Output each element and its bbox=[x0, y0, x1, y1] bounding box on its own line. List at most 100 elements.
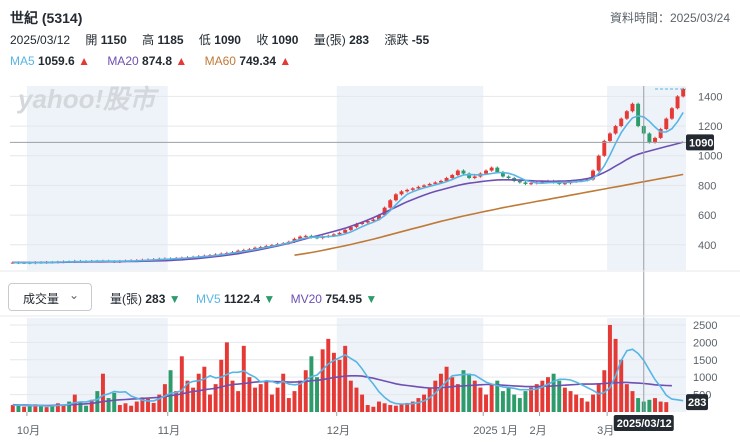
ma5-value: 1059.6 bbox=[38, 54, 75, 68]
volume-bar bbox=[174, 391, 179, 412]
volume-bar bbox=[95, 391, 100, 412]
price-tick-label: 800 bbox=[698, 180, 716, 192]
volume-bar bbox=[224, 342, 229, 412]
stock-title: 世紀 (5314) bbox=[10, 10, 83, 26]
volume-bar bbox=[489, 384, 494, 412]
close-value: 1090 bbox=[271, 33, 299, 47]
mv5-down-arrow-icon: ▼ bbox=[263, 292, 276, 306]
ma5-legend: MA5 1059.6 ▲ bbox=[10, 54, 90, 68]
volume-bar bbox=[286, 398, 291, 412]
volume-bar bbox=[388, 405, 393, 412]
candle-body bbox=[438, 180, 443, 183]
volume-bar bbox=[44, 407, 49, 412]
candle-body bbox=[653, 137, 657, 143]
volume-bar bbox=[281, 373, 286, 412]
volume-bar bbox=[399, 404, 404, 412]
volume-tick-label: 2000 bbox=[693, 337, 717, 349]
candle-body bbox=[636, 103, 641, 127]
volume-tick-label: 1500 bbox=[693, 355, 717, 367]
mv5-legend: MV5 1122.4 ▼ bbox=[196, 292, 275, 306]
mv20-value: 754.95 bbox=[325, 292, 363, 306]
volume-bar bbox=[258, 384, 263, 412]
volume-bar bbox=[607, 324, 612, 412]
candle-body bbox=[624, 111, 629, 119]
volume-bar bbox=[219, 359, 224, 412]
ma60-legend: MA60 749.34 ▲ bbox=[205, 54, 292, 68]
selected-date-badge bbox=[613, 415, 674, 431]
volume-bar bbox=[134, 401, 139, 412]
indicator-select-label: 成交量 bbox=[23, 292, 60, 306]
volume-bar bbox=[540, 380, 545, 412]
volume-bar bbox=[596, 384, 601, 412]
volume-bar bbox=[534, 384, 539, 412]
open-label: 開 bbox=[85, 33, 98, 47]
volume-bar bbox=[230, 380, 235, 412]
candle-body bbox=[399, 191, 404, 195]
volume-bar bbox=[523, 391, 528, 412]
candle-body bbox=[393, 194, 398, 201]
candle-body bbox=[377, 215, 381, 220]
volume-bar bbox=[185, 380, 190, 412]
price-tick-label: 1200 bbox=[698, 121, 722, 133]
mv5-value: 1122.4 bbox=[223, 292, 261, 306]
ohlc-row: 2025/03/12 開 1150 高 1185 低 1090 收 1090 量… bbox=[10, 31, 441, 48]
volume-bar bbox=[33, 404, 38, 412]
month-band-price bbox=[336, 86, 484, 270]
candle-body bbox=[500, 172, 505, 177]
candle-body bbox=[675, 96, 680, 109]
volume-bar bbox=[365, 405, 370, 412]
volume-bar bbox=[309, 356, 314, 412]
volume-bar bbox=[123, 403, 128, 412]
volume-bar bbox=[117, 405, 122, 412]
volume-bar bbox=[382, 403, 387, 412]
candle-body bbox=[517, 180, 522, 183]
volume-bar bbox=[461, 370, 466, 412]
ma20-value: 874.8 bbox=[142, 54, 173, 68]
volume-bar bbox=[568, 391, 573, 412]
candle-body bbox=[253, 247, 258, 250]
ohlc-low: 低 1090 bbox=[199, 33, 241, 47]
volume-bar bbox=[61, 404, 66, 412]
indicator-select[interactable]: 成交量 ⌄ bbox=[8, 283, 92, 311]
ma60-up-arrow-icon: ▲ bbox=[279, 54, 292, 68]
volume-bar bbox=[562, 387, 567, 412]
volume-bar bbox=[506, 387, 511, 412]
volume-bar bbox=[647, 399, 652, 412]
candle-body bbox=[331, 234, 336, 236]
volume-bar bbox=[343, 345, 348, 412]
volume-bar bbox=[433, 380, 438, 412]
volume-bar bbox=[275, 387, 280, 412]
volume-bar bbox=[360, 394, 365, 412]
low-value: 1090 bbox=[214, 33, 241, 47]
ohlc-volume: 量(張) 283 bbox=[314, 33, 369, 47]
x-axis-label: 2月 bbox=[530, 425, 547, 437]
volume-bar bbox=[658, 401, 663, 412]
volume-bar bbox=[405, 402, 410, 412]
volume-bar bbox=[253, 387, 258, 412]
candle-body bbox=[607, 133, 612, 141]
candle-body bbox=[433, 182, 438, 184]
volume-bar bbox=[27, 406, 32, 412]
x-axis-label: 2025 1月 bbox=[473, 425, 518, 437]
candle-body bbox=[410, 188, 415, 190]
candle-body bbox=[540, 181, 545, 183]
chevron-down-icon: ⌄ bbox=[68, 288, 79, 302]
volume-bar bbox=[591, 394, 596, 412]
volume-bar bbox=[247, 377, 252, 412]
volume-bar bbox=[269, 394, 274, 412]
candle-body bbox=[602, 140, 607, 156]
volume-bar bbox=[67, 401, 72, 412]
volume-bar bbox=[393, 405, 398, 412]
candle-body bbox=[427, 183, 432, 186]
volume-bar bbox=[517, 398, 522, 412]
volume-bar bbox=[168, 370, 173, 412]
candle-body bbox=[489, 167, 494, 171]
ma-legend: MA5 1059.6 ▲ MA20 874.8 ▲ MA60 749.34 ▲ bbox=[10, 54, 305, 68]
candle-body bbox=[484, 170, 488, 174]
candle-body bbox=[529, 183, 534, 185]
volume-bar bbox=[22, 406, 27, 412]
last-volume-label: 283 bbox=[688, 397, 706, 409]
ma20-label: MA20 bbox=[107, 54, 139, 68]
volume-bar bbox=[303, 370, 308, 412]
